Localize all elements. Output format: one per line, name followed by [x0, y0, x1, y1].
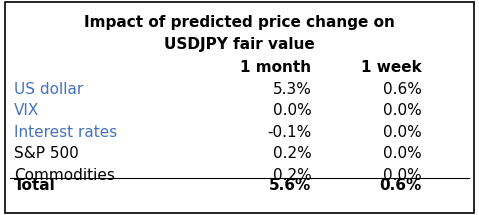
Text: 5.6%: 5.6%: [269, 178, 311, 194]
Text: 1 week: 1 week: [361, 60, 422, 75]
Text: 1 month: 1 month: [240, 60, 311, 75]
Text: 0.0%: 0.0%: [383, 146, 422, 161]
FancyBboxPatch shape: [5, 2, 474, 213]
Text: VIX: VIX: [14, 103, 40, 118]
Text: 0.0%: 0.0%: [383, 125, 422, 140]
Text: Interest rates: Interest rates: [14, 125, 118, 140]
Text: 0.0%: 0.0%: [383, 103, 422, 118]
Text: Impact of predicted price change on: Impact of predicted price change on: [84, 15, 395, 30]
Text: 0.0%: 0.0%: [273, 103, 311, 118]
Text: 0.6%: 0.6%: [383, 82, 422, 97]
Text: 0.6%: 0.6%: [379, 178, 422, 194]
Text: 5.3%: 5.3%: [273, 82, 311, 97]
Text: 0.2%: 0.2%: [273, 168, 311, 183]
Text: 0.2%: 0.2%: [273, 146, 311, 161]
Text: USDJPY fair value: USDJPY fair value: [164, 37, 315, 52]
Text: 0.0%: 0.0%: [383, 168, 422, 183]
Text: Commodities: Commodities: [14, 168, 115, 183]
Text: -0.1%: -0.1%: [267, 125, 311, 140]
Text: S&P 500: S&P 500: [14, 146, 79, 161]
Text: Total: Total: [14, 178, 56, 194]
Text: US dollar: US dollar: [14, 82, 84, 97]
